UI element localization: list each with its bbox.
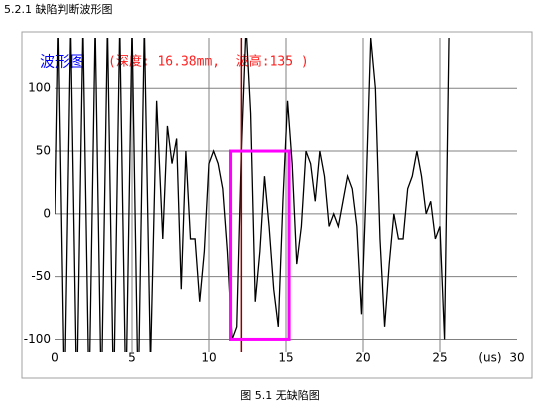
plot	[55, 38, 450, 352]
y-tick-label: -50	[31, 269, 51, 283]
y-tick-label: 50	[36, 144, 51, 158]
gate	[229, 149, 291, 341]
x-tick-label: 5	[128, 351, 136, 365]
x-tick-label: 25	[432, 351, 447, 365]
x-tick-label: 0	[51, 351, 59, 365]
annotation: (深度: 16.38mm, 波高:135 )	[108, 54, 309, 70]
x-axis-label: (us)	[478, 351, 501, 365]
x-tick-label: 30	[509, 351, 524, 365]
y-tick-label: 100	[28, 81, 51, 95]
x-tick-label: 10	[201, 351, 216, 365]
x-tick-label: 20	[355, 351, 370, 365]
x-tick-label: 15	[278, 351, 293, 365]
y-tick-label: -100	[24, 332, 51, 346]
section-heading: 5.2.1 缺陷判断波形图	[4, 2, 113, 16]
chart-title: 波形图	[40, 53, 85, 71]
waveform	[55, 38, 450, 352]
y-tick-label: 0	[43, 206, 51, 220]
caption: 图 5.1 无缺陷图	[240, 388, 320, 402]
